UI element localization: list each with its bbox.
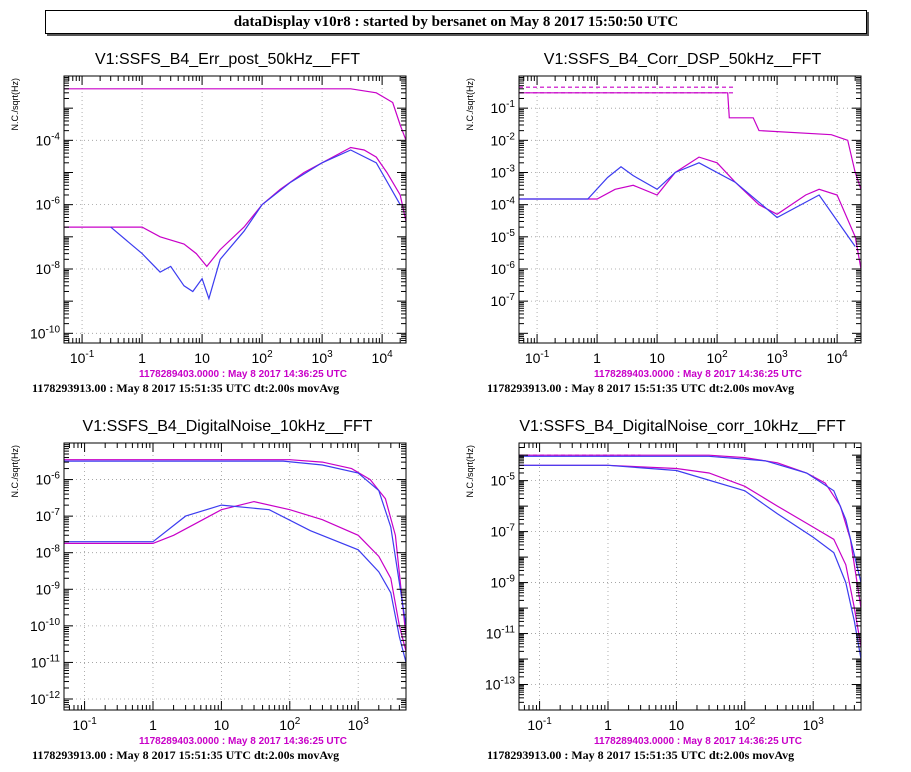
x-tick-label: 10-1 — [525, 349, 550, 366]
footer-time-label: 1178293913.00 : May 8 2017 15:51:35 UTC … — [487, 381, 794, 395]
chart-title: V1:SSFS_B4_DigitalNoise_10kHz__FFT — [83, 418, 373, 435]
y-tick-label: 10-9 — [36, 580, 61, 597]
reference-time-label: 1178289403.0000 : May 8 2017 14:36:25 UT… — [139, 736, 347, 747]
y-axis-label: N.C./sqrt(Hz) — [465, 78, 475, 131]
chart-title: V1:SSFS_B4_Corr_DSP_50kHz__FFT — [544, 51, 822, 68]
plot-panel-corr-dsp: V1:SSFS_B4_Corr_DSP_50kHz__FFT 10-1 1 10 102… — [455, 38, 910, 405]
series-group — [519, 86, 861, 270]
x-tick-label: 102 — [707, 349, 729, 366]
plot-area — [519, 443, 861, 710]
plot-frame — [63, 442, 407, 711]
x-tick-label: 1 — [138, 350, 146, 366]
y-tick-label: 10-6 — [36, 196, 61, 213]
footer-time-label: 1178293913.00 : May 8 2017 15:51:35 UTC … — [32, 748, 339, 762]
series-line-magenta — [64, 459, 406, 637]
y-tick-label: 10-11 — [486, 625, 516, 642]
plot-area — [64, 443, 406, 710]
series-line-magenta — [519, 92, 861, 190]
x-tick-label: 104 — [827, 349, 849, 366]
series-line-magenta — [64, 88, 406, 141]
display-title: dataDisplay v10r8 : started by bersanet … — [45, 10, 867, 34]
y-tick-label: 10-11 — [31, 653, 61, 670]
x-tick-label: 102 — [734, 716, 756, 733]
series-group — [519, 454, 861, 660]
plot-panel-err-post: V1:SSFS_B4_Err_post_50kHz__FFT 10-1 1 10 102… — [0, 38, 455, 405]
y-tick-label: 10-7 — [491, 292, 516, 309]
series-line-blue — [519, 455, 861, 583]
series-line-magenta — [519, 156, 861, 270]
x-tick-label: 103 — [803, 716, 825, 733]
series-group — [64, 459, 406, 663]
plot-area — [519, 76, 861, 343]
x-tick-label: 103 — [767, 349, 789, 366]
x-tick-label: 10 — [194, 350, 210, 366]
y-axis-label: N.C./sqrt(Hz) — [10, 78, 20, 131]
x-tick-label: 10 — [669, 717, 685, 733]
x-tick-label: 10-1 — [527, 716, 552, 733]
y-tick-label: 10-12 — [30, 690, 60, 707]
y-axis-label: N.C./sqrt(Hz) — [465, 445, 475, 498]
chart-title: V1:SSFS_B4_DigitalNoise_corr_10kHz__FFT — [519, 418, 846, 435]
chart-svg: V1:SSFS_B4_Corr_DSP_50kHz__FFT 10-1 1 10 102… — [465, 51, 862, 395]
plot-frame — [518, 442, 862, 711]
x-tick-label: 103 — [312, 349, 334, 366]
plot-panel-digital-noise-corr: V1:SSFS_B4_DigitalNoise_corr_10kHz__FFT 1… — [455, 405, 910, 772]
series-line-blue — [519, 464, 861, 660]
x-tick-label: 10 — [214, 717, 230, 733]
series-line-magenta — [64, 500, 406, 652]
y-tick-label: 10-6 — [36, 471, 61, 488]
footer-time-label: 1178293913.00 : May 8 2017 15:51:35 UTC … — [487, 748, 794, 762]
x-tick-label: 1 — [593, 350, 601, 366]
x-tick-label: 102 — [252, 349, 274, 366]
plot-area — [64, 76, 406, 343]
series-line-blue — [110, 149, 401, 301]
x-tick-label: 10-1 — [70, 349, 95, 366]
y-tick-label: 10-5 — [491, 472, 516, 489]
x-tick-label: 1 — [149, 717, 157, 733]
x-tick-label: 1 — [604, 717, 612, 733]
y-tick-label: 10-4 — [491, 196, 516, 213]
y-tick-label: 10-8 — [36, 260, 61, 277]
y-tick-label: 10-10 — [30, 617, 60, 634]
series-line-magenta — [64, 146, 406, 268]
y-tick-label: 10-9 — [491, 574, 516, 591]
chart-svg: V1:SSFS_B4_DigitalNoise_corr_10kHz__FFT 1… — [465, 418, 862, 762]
x-tick-label: 104 — [372, 349, 394, 366]
footer-time-label: 1178293913.00 : May 8 2017 15:51:35 UTC … — [32, 381, 339, 395]
chart-title: V1:SSFS_B4_Err_post_50kHz__FFT — [95, 51, 360, 68]
series-line-blue — [64, 504, 406, 663]
y-tick-label: 10-6 — [491, 260, 516, 277]
y-tick-label: 10-5 — [491, 228, 516, 245]
reference-time-label: 1178289403.0000 : May 8 2017 14:36:25 UT… — [594, 369, 802, 380]
reference-time-label: 1178289403.0000 : May 8 2017 14:36:25 UT… — [139, 369, 347, 380]
y-tick-label: 10-7 — [36, 507, 61, 524]
y-tick-label: 10-8 — [36, 544, 61, 561]
chart-svg: V1:SSFS_B4_Err_post_50kHz__FFT 10-1 1 10 102… — [10, 51, 407, 395]
y-tick-label: 10-4 — [36, 131, 61, 148]
reference-time-label: 1178289403.0000 : May 8 2017 14:36:25 UT… — [594, 736, 802, 747]
y-tick-label: 10-13 — [485, 676, 515, 693]
x-tick-label: 10 — [649, 350, 665, 366]
series-line-magenta — [519, 464, 861, 648]
y-axis-label: N.C./sqrt(Hz) — [10, 445, 20, 498]
x-tick-label: 103 — [348, 716, 370, 733]
y-tick-label: 10-1 — [491, 99, 516, 116]
x-tick-label: 10-1 — [72, 716, 97, 733]
y-tick-label: 10-3 — [491, 163, 516, 180]
plot-panel-digital-noise: V1:SSFS_B4_DigitalNoise_10kHz__FFT 10-1 1 1… — [0, 405, 455, 772]
y-tick-label: 10-7 — [491, 523, 516, 540]
y-tick-label: 10-2 — [491, 131, 516, 148]
y-tick-label: 10-10 — [30, 324, 60, 341]
x-tick-label: 102 — [279, 716, 301, 733]
series-line-blue — [519, 162, 856, 247]
series-group — [64, 88, 406, 301]
series-line-blue — [64, 460, 406, 626]
